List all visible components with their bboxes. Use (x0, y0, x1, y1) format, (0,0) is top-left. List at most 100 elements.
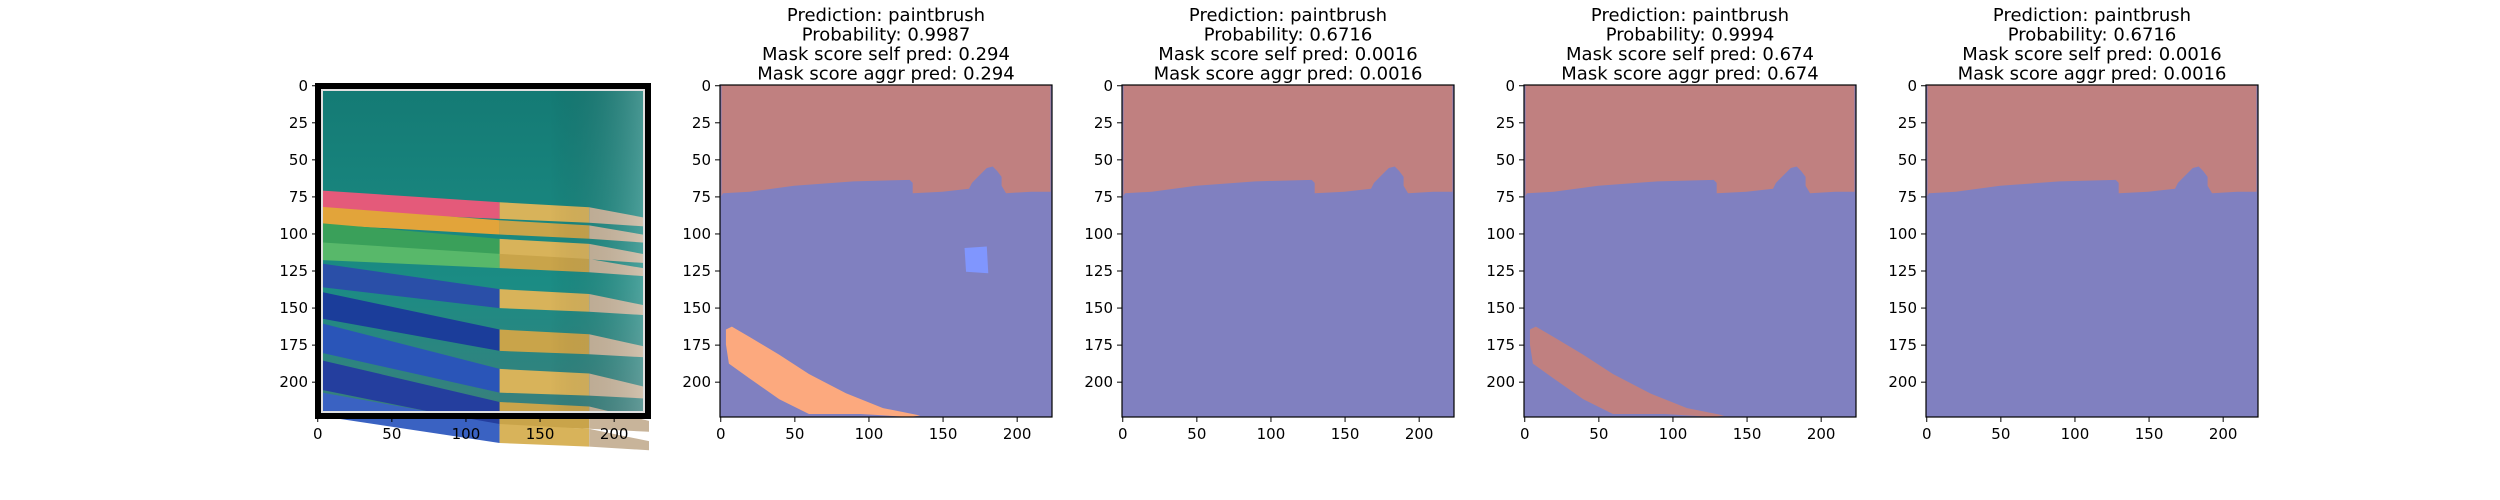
mask-background-region (721, 85, 1051, 197)
y-tick-label: 100 (1084, 225, 1113, 243)
y-tick-label: 100 (279, 225, 308, 243)
subplot-title-line: Mask score aggr pred: 0.674 (1561, 64, 1818, 85)
mask-small-region (964, 246, 989, 274)
y-tick-label: 200 (1888, 373, 1917, 391)
x-tick-label: 150 (929, 425, 958, 443)
axes-frame (316, 84, 650, 418)
photo-brush-bristles (589, 428, 649, 451)
y-tick-label: 0 (701, 77, 711, 95)
x-tick-label: 50 (785, 425, 804, 443)
photo-brush-ferrule (499, 424, 590, 447)
x-tick-label: 0 (1118, 425, 1128, 443)
y-tick-label: 125 (1084, 262, 1113, 280)
y-tick-label: 0 (1505, 77, 1515, 95)
x-tick-label: 50 (382, 425, 401, 443)
x-tick-label: 0 (1520, 425, 1530, 443)
x-tick-label: 150 (1733, 425, 1762, 443)
subplot-title-line: Probability: 0.9987 (802, 25, 971, 46)
y-tick-label: 200 (279, 373, 308, 391)
y-tick-label: 25 (289, 114, 308, 132)
y-tick-label: 125 (1888, 262, 1917, 280)
y-tick-label: 175 (279, 336, 308, 354)
axes-frame (719, 84, 1053, 418)
axes-frame (1121, 84, 1455, 418)
y-tick-label: 100 (682, 225, 711, 243)
x-tick-label: 50 (1589, 425, 1608, 443)
mask-image (720, 85, 1052, 417)
y-tick-label: 150 (1888, 299, 1917, 317)
photo-blur-overlay (317, 85, 649, 417)
mask-brush-region (1529, 326, 1725, 417)
subplot-title-line: Probability: 0.6716 (1204, 25, 1373, 46)
mask-brush-region (725, 326, 921, 417)
y-tick-label: 125 (1486, 262, 1515, 280)
y-tick-label: 50 (692, 151, 711, 169)
subplot-title-line: Mask score aggr pred: 0.0016 (1154, 64, 1423, 85)
y-tick-label: 200 (1084, 373, 1113, 391)
y-tick-label: 0 (1103, 77, 1113, 95)
x-tick-label: 100 (452, 425, 481, 443)
y-tick-label: 25 (1898, 114, 1917, 132)
y-tick-label: 150 (279, 299, 308, 317)
x-tick-label: 150 (2135, 425, 2164, 443)
x-tick-label: 0 (716, 425, 726, 443)
x-tick-label: 100 (1659, 425, 1688, 443)
y-tick-label: 100 (1486, 225, 1515, 243)
x-tick-label: 0 (313, 425, 323, 443)
x-tick-label: 100 (2061, 425, 2090, 443)
x-tick-label: 100 (855, 425, 884, 443)
mask-image (1122, 85, 1454, 417)
y-tick-label: 125 (682, 262, 711, 280)
y-tick-label: 0 (1907, 77, 1917, 95)
photo-white-border (321, 89, 645, 413)
x-tick-label: 50 (1991, 425, 2010, 443)
mask-background-region (1525, 85, 1855, 197)
x-tick-label: 200 (1807, 425, 1836, 443)
y-tick-label: 75 (1496, 188, 1515, 206)
y-tick-label: 50 (1898, 151, 1917, 169)
mask-background-region (1927, 85, 2257, 197)
axes-frame (1523, 84, 1857, 418)
y-tick-label: 175 (1486, 336, 1515, 354)
y-tick-label: 175 (1888, 336, 1917, 354)
y-tick-label: 25 (1496, 114, 1515, 132)
subplot-title-line: Mask score self pred: 0.674 (1566, 44, 1814, 65)
subplot-title-line: Mask score aggr pred: 0.0016 (1958, 64, 2227, 85)
mask-image (1926, 85, 2258, 417)
y-tick-label: 150 (682, 299, 711, 317)
y-tick-label: 150 (1486, 299, 1515, 317)
subplot-title-line: Prediction: paintbrush (787, 5, 985, 26)
y-tick-label: 25 (692, 114, 711, 132)
y-tick-label: 175 (1084, 336, 1113, 354)
mask-image (1524, 85, 1856, 417)
y-tick-label: 75 (1898, 188, 1917, 206)
subplot-title-line: Mask score self pred: 0.294 (762, 44, 1010, 65)
x-tick-label: 100 (1257, 425, 1286, 443)
x-tick-label: 150 (1331, 425, 1360, 443)
y-tick-label: 175 (682, 336, 711, 354)
subplot-title-line: Mask score self pred: 0.0016 (1962, 44, 2221, 65)
y-tick-label: 200 (682, 373, 711, 391)
x-tick-label: 200 (600, 425, 629, 443)
subplot-title-line: Prediction: paintbrush (1591, 5, 1789, 26)
subplot-title-line: Mask score aggr pred: 0.294 (757, 64, 1014, 85)
y-tick-label: 50 (1094, 151, 1113, 169)
x-tick-label: 150 (526, 425, 555, 443)
y-tick-label: 25 (1094, 114, 1113, 132)
y-tick-label: 75 (692, 188, 711, 206)
y-tick-label: 75 (1094, 188, 1113, 206)
y-tick-label: 100 (1888, 225, 1917, 243)
axes-frame (1925, 84, 2259, 418)
y-tick-label: 50 (1496, 151, 1515, 169)
photo-black-border (315, 83, 651, 419)
y-tick-label: 75 (289, 188, 308, 206)
subplot-title-line: Mask score self pred: 0.0016 (1158, 44, 1417, 65)
x-tick-label: 200 (1003, 425, 1032, 443)
y-tick-label: 50 (289, 151, 308, 169)
x-tick-label: 200 (1405, 425, 1434, 443)
